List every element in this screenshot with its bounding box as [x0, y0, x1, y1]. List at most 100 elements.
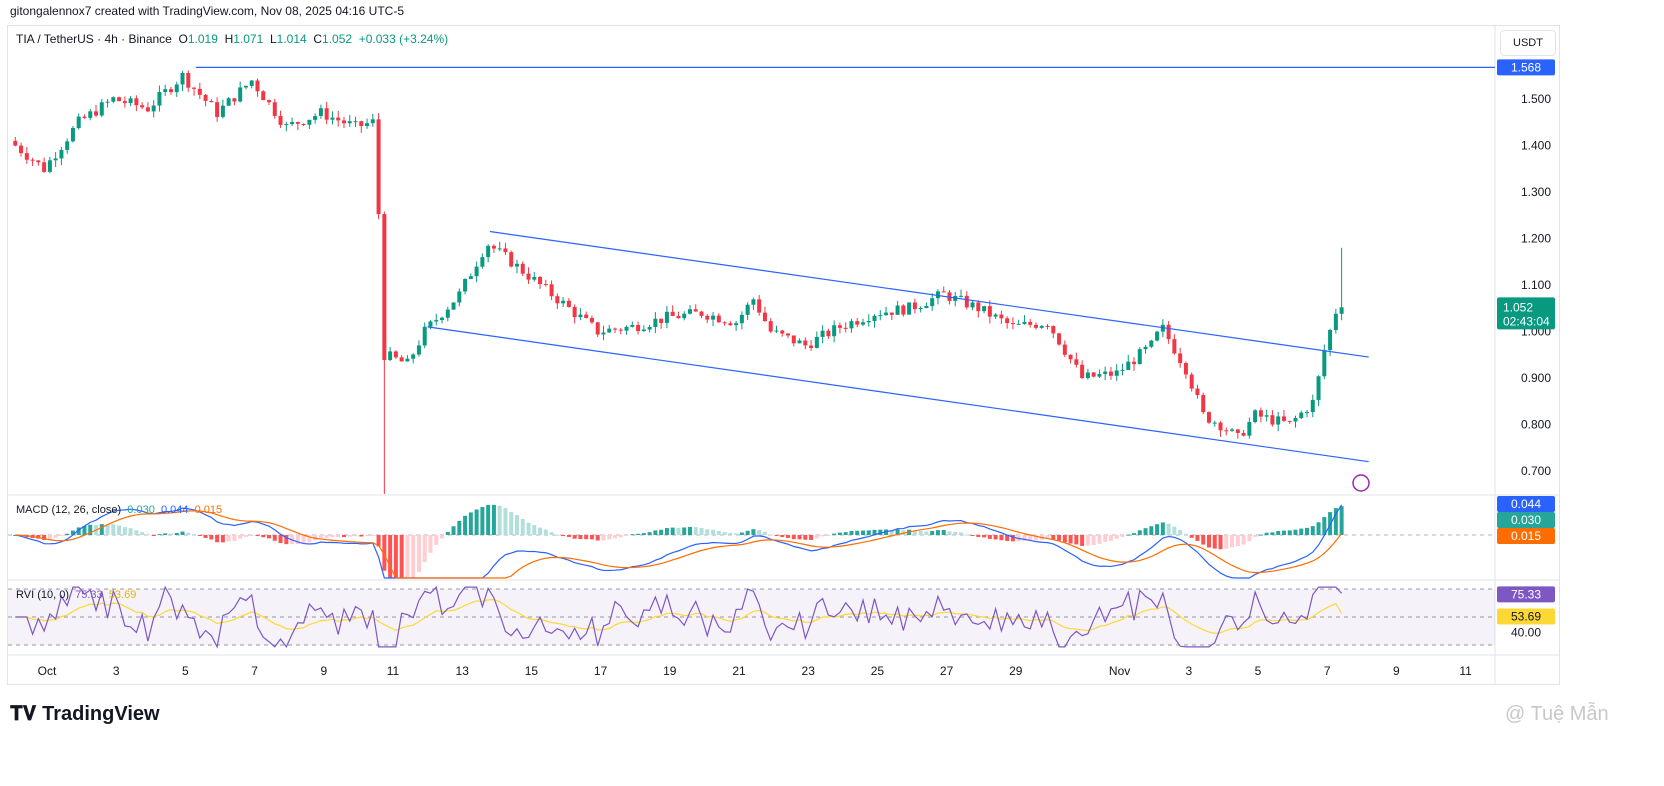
candle-body: [884, 312, 889, 316]
change-value: +0.033 (+3.24%): [358, 32, 449, 46]
candle-body: [105, 101, 110, 103]
candle-body: [820, 330, 825, 337]
candle-body: [1224, 430, 1229, 432]
symbol-name[interactable]: TIA / TetherUS · 4h · Binance: [16, 32, 172, 46]
macd-legend[interactable]: MACD (12, 26, close) 0.030 0.044 0.015: [16, 504, 222, 516]
candle-body: [267, 100, 272, 103]
tradingview-logo[interactable]: 𝐓𝐕 TradingView: [10, 703, 160, 726]
macd-histogram-bar: [1166, 523, 1171, 535]
macd-histogram-bar: [451, 526, 456, 535]
macd-histogram-bar: [716, 531, 721, 535]
candle-body: [13, 140, 18, 146]
candle-body: [428, 321, 433, 327]
macd-histogram-bar: [42, 535, 47, 540]
candle-body: [382, 214, 387, 361]
candle-body: [1212, 422, 1217, 424]
candle-body: [664, 311, 669, 323]
macd-histogram-bar: [549, 532, 554, 535]
macd-histogram-bar: [601, 535, 606, 541]
candle-body: [53, 158, 58, 161]
rvi-value-tag: 75.33: [1511, 587, 1541, 601]
candle-body: [134, 98, 139, 106]
rvi-ma-line: [15, 598, 1343, 635]
macd-histogram-bar: [220, 535, 225, 543]
candle-body: [463, 278, 468, 292]
macd-histogram-bar: [676, 527, 681, 535]
macd-histogram-bar: [734, 533, 739, 535]
candle-body: [780, 330, 785, 334]
candle-body: [866, 320, 871, 323]
open-label: O: [178, 32, 188, 46]
candle-body: [313, 115, 318, 120]
macd-histogram-bar: [595, 535, 600, 541]
candle-body: [168, 89, 173, 93]
candle-body: [860, 322, 865, 325]
candle-body: [180, 72, 185, 85]
candle-body: [70, 128, 75, 142]
candle-body: [203, 94, 208, 101]
macd-histogram-bar: [924, 531, 929, 535]
macd-histogram-bar: [768, 534, 773, 536]
macd-histogram-bar: [509, 512, 514, 535]
macd-histogram-bar: [762, 531, 767, 535]
macd-histogram-bar: [1108, 535, 1113, 541]
candle-body: [526, 273, 531, 280]
macd-histogram-bar: [1339, 506, 1344, 535]
macd-histogram-bar: [168, 533, 173, 535]
macd-histogram-bar: [901, 530, 906, 535]
macd-histogram-bar: [76, 527, 81, 535]
currency-button[interactable]: USDT: [1500, 30, 1556, 56]
macd-histogram-bar: [889, 529, 894, 535]
macd-histogram-bar: [468, 512, 473, 535]
candle-body: [1149, 340, 1154, 347]
macd-histogram-bar: [803, 535, 808, 540]
rvi-legend[interactable]: RVI (10, 0) 75.33 53.69: [16, 589, 136, 601]
candle-body: [82, 116, 87, 118]
macd-histogram-bar: [935, 530, 940, 535]
candle-body: [855, 321, 860, 325]
x-tick-label: 5: [1255, 664, 1262, 678]
candle-body: [474, 266, 479, 277]
candle-body: [901, 305, 906, 315]
candle-body: [791, 335, 796, 344]
macd-histogram-bar: [341, 535, 346, 538]
macd-histogram-bar: [382, 535, 387, 571]
candle-body: [30, 159, 35, 161]
candle-body: [370, 119, 375, 124]
candle-body: [803, 340, 808, 346]
macd-histogram-bar: [428, 535, 433, 553]
candle-body: [1108, 371, 1113, 376]
channel-trendline: [489, 230, 1369, 358]
rvi-line: [15, 585, 1343, 649]
open-value: 1.019: [187, 32, 218, 46]
macd-histogram-bar: [330, 535, 335, 538]
macd-histogram-bar: [589, 535, 594, 540]
candle-body: [999, 314, 1004, 319]
macd-histogram-bar: [261, 535, 266, 538]
candle-body: [687, 309, 692, 314]
x-tick-label: 25: [871, 664, 885, 678]
macd-histogram-bar: [757, 530, 762, 535]
macd-histogram-bar: [970, 535, 975, 536]
macd-histogram-bar: [180, 531, 185, 535]
candle-body: [111, 97, 116, 102]
macd-histogram-bar: [774, 535, 779, 536]
macd-histogram-bar: [526, 522, 531, 535]
macd-histogram-bar: [1057, 535, 1062, 541]
x-tick-label: 9: [320, 664, 327, 678]
candle-body: [192, 87, 197, 89]
macd-histogram-bar: [832, 533, 837, 535]
macd-histogram-bar: [739, 532, 744, 535]
macd-histogram-bar: [1045, 535, 1050, 540]
macd-histogram-bar: [117, 525, 122, 535]
candle-body: [641, 329, 646, 332]
candle-body: [1045, 325, 1050, 327]
macd-histogram-bar: [693, 527, 698, 535]
candle-body: [232, 98, 237, 102]
candle-body: [76, 116, 81, 129]
candle-body: [572, 306, 577, 318]
candle-body: [941, 291, 946, 293]
candle-body: [670, 311, 675, 316]
macd-histogram-bar: [843, 532, 848, 535]
